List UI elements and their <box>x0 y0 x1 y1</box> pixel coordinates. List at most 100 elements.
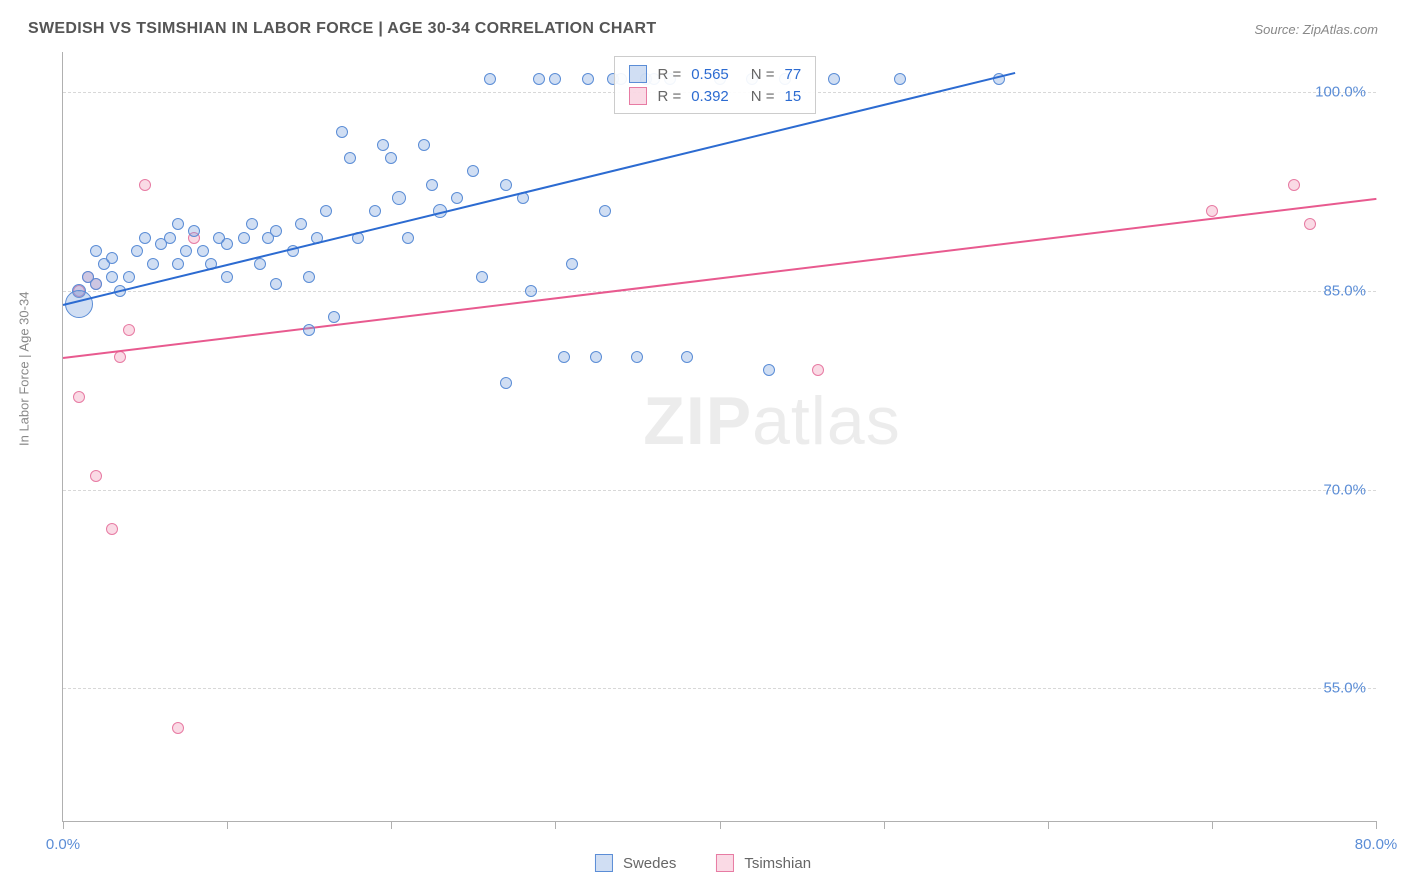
x-tick-mark <box>1212 821 1213 829</box>
data-point <box>221 238 233 250</box>
data-point <box>525 285 537 297</box>
data-point <box>90 278 102 290</box>
data-point <box>295 218 307 230</box>
data-point <box>500 377 512 389</box>
x-tick-mark <box>1376 821 1377 829</box>
x-tick-mark <box>555 821 556 829</box>
data-point <box>476 271 488 283</box>
legend-item-tsimshian: Tsimshian <box>716 854 811 872</box>
data-point <box>402 232 414 244</box>
data-point <box>172 218 184 230</box>
n-label: N = <box>751 88 775 105</box>
data-point <box>73 391 85 403</box>
y-tick-label: 85.0% <box>1323 282 1366 299</box>
data-point <box>558 351 570 363</box>
data-point <box>590 351 602 363</box>
x-tick-mark <box>720 821 721 829</box>
data-point <box>467 165 479 177</box>
x-tick-mark <box>1048 821 1049 829</box>
data-point <box>566 258 578 270</box>
data-point <box>763 364 775 376</box>
data-point <box>484 73 496 85</box>
y-tick-label: 55.0% <box>1323 680 1366 697</box>
y-tick-label: 70.0% <box>1323 481 1366 498</box>
data-point <box>106 523 118 535</box>
data-point <box>270 225 282 237</box>
data-point <box>377 139 389 151</box>
data-point <box>147 258 159 270</box>
data-point <box>303 271 315 283</box>
data-point <box>582 73 594 85</box>
source-label: Source: ZipAtlas.com <box>1254 22 1378 37</box>
data-point <box>828 73 840 85</box>
data-point <box>1206 205 1218 217</box>
r-label: R = <box>657 66 681 83</box>
stats-row: R = 0.392 N = 15 <box>629 85 801 107</box>
r-value: 0.392 <box>691 88 729 105</box>
data-point <box>221 271 233 283</box>
legend-label: Tsimshian <box>744 855 811 872</box>
data-point <box>90 245 102 257</box>
x-tick-label: 80.0% <box>1355 836 1398 853</box>
data-point <box>369 205 381 217</box>
data-point <box>426 179 438 191</box>
stats-row: R = 0.565 N = 77 <box>629 63 801 85</box>
chart-plot-area: ZIPatlas 55.0%70.0%85.0%100.0%0.0%80.0%R… <box>62 52 1376 822</box>
data-point <box>114 351 126 363</box>
x-tick-mark <box>391 821 392 829</box>
data-point <box>418 139 430 151</box>
data-point <box>500 179 512 191</box>
data-point <box>164 232 176 244</box>
y-axis-label: In Labor Force | Age 30-34 <box>17 292 32 446</box>
data-point <box>123 271 135 283</box>
gridline <box>63 490 1376 491</box>
data-point <box>451 192 463 204</box>
data-point <box>549 73 561 85</box>
data-point <box>123 324 135 336</box>
data-point <box>681 351 693 363</box>
data-point <box>139 179 151 191</box>
data-point <box>533 73 545 85</box>
watermark: ZIPatlas <box>643 382 900 460</box>
data-point <box>106 271 118 283</box>
x-tick-mark <box>227 821 228 829</box>
data-point <box>270 278 282 290</box>
legend-label: Swedes <box>623 855 676 872</box>
data-point <box>172 258 184 270</box>
data-point <box>172 722 184 734</box>
swatch-icon <box>595 854 613 872</box>
data-point <box>1304 218 1316 230</box>
data-point <box>894 73 906 85</box>
data-point <box>131 245 143 257</box>
data-point <box>336 126 348 138</box>
swatch-icon <box>716 854 734 872</box>
data-point <box>90 470 102 482</box>
series-legend: Swedes Tsimshian <box>595 854 811 872</box>
n-value: 77 <box>785 66 802 83</box>
x-tick-label: 0.0% <box>46 836 80 853</box>
swatch-icon <box>629 65 647 83</box>
data-point <box>812 364 824 376</box>
data-point <box>1288 179 1300 191</box>
data-point <box>599 205 611 217</box>
r-value: 0.565 <box>691 66 729 83</box>
n-label: N = <box>751 66 775 83</box>
data-point <box>246 218 258 230</box>
data-point <box>328 311 340 323</box>
gridline <box>63 688 1376 689</box>
stats-legend: R = 0.565 N = 77 R = 0.392 N = 15 <box>614 56 816 114</box>
data-point <box>303 324 315 336</box>
legend-item-swedes: Swedes <box>595 854 676 872</box>
data-point <box>180 245 192 257</box>
data-point <box>238 232 250 244</box>
data-point <box>344 152 356 164</box>
data-point <box>631 351 643 363</box>
y-tick-label: 100.0% <box>1315 83 1366 100</box>
trend-line <box>63 72 1015 306</box>
x-tick-mark <box>884 821 885 829</box>
data-point <box>385 152 397 164</box>
chart-title: SWEDISH VS TSIMSHIAN IN LABOR FORCE | AG… <box>28 20 656 38</box>
r-label: R = <box>657 88 681 105</box>
n-value: 15 <box>785 88 802 105</box>
data-point <box>392 191 406 205</box>
